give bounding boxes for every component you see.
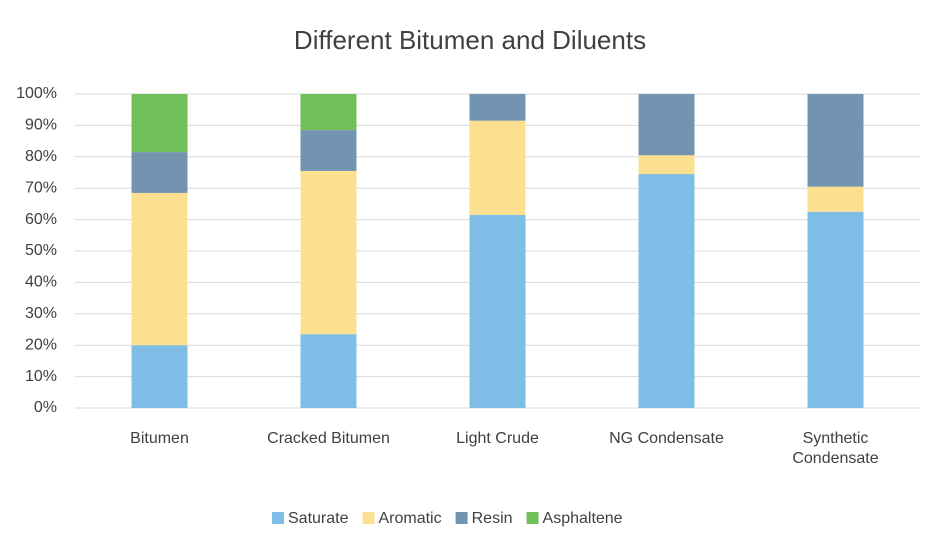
bar-segment: [807, 186, 864, 212]
legend-label: Aromatic: [378, 510, 441, 527]
bar-segment: [469, 120, 526, 215]
y-tick-label: 80%: [25, 148, 57, 165]
bar-segment: [469, 214, 526, 408]
bar-segment: [300, 334, 357, 408]
x-tick-label: Bitumen: [130, 430, 189, 447]
y-tick-label: 30%: [25, 305, 57, 322]
bar-segment: [638, 174, 695, 408]
legend-swatch: [526, 512, 539, 524]
legend-label: Resin: [472, 510, 513, 527]
legend-swatch: [272, 512, 284, 524]
bar-segment: [131, 192, 188, 346]
x-tick-label: Light Crude: [456, 430, 539, 447]
bar-segment: [807, 211, 864, 408]
bar-segment: [300, 130, 357, 171]
bar-segment: [638, 94, 695, 156]
y-tick-label: 100%: [16, 85, 57, 102]
bar-segment: [300, 94, 357, 131]
x-tick-label: NG Condensate: [609, 430, 724, 447]
bar-segment: [131, 94, 188, 153]
y-tick-label: 0%: [34, 399, 57, 416]
y-tick-label: 90%: [25, 117, 57, 134]
y-tick-label: 40%: [25, 274, 57, 291]
bar-segment: [300, 170, 357, 335]
legend-label: Saturate: [288, 510, 349, 527]
bar-segment: [807, 94, 864, 187]
legend-swatch: [362, 512, 375, 524]
x-tick-label: Synthetic Condensate: [792, 430, 879, 467]
bar-segment: [131, 152, 188, 193]
y-tick-label: 10%: [25, 368, 57, 385]
y-tick-label: 50%: [25, 242, 57, 259]
y-tick-label: 60%: [25, 211, 57, 228]
y-tick-label: 70%: [25, 179, 57, 196]
bar-segment: [638, 155, 695, 175]
bar-segment: [469, 94, 526, 121]
legend-swatch: [455, 512, 468, 524]
x-tick-label: Cracked Bitumen: [267, 430, 390, 447]
bar-segment: [131, 345, 188, 408]
y-tick-label: 20%: [25, 336, 57, 353]
legend-label: Asphaltene: [543, 510, 623, 527]
chart-title: Different Bitumen and Diluents: [294, 25, 646, 55]
